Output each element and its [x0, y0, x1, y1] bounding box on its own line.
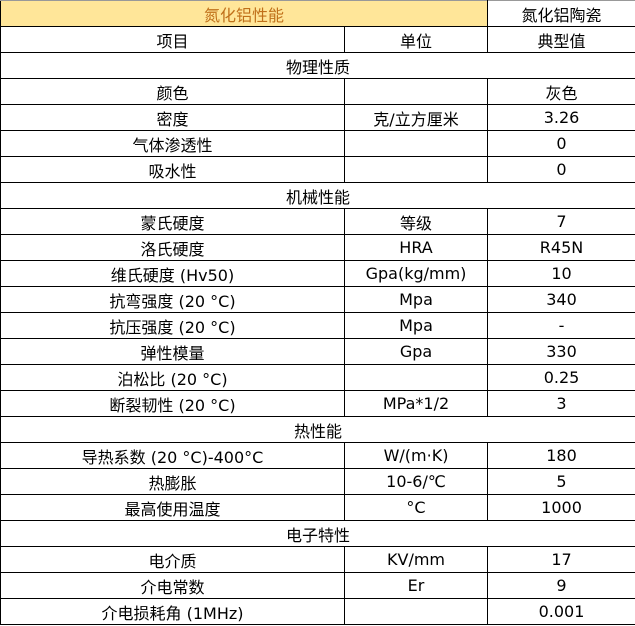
section-row: 机械性能 — [0, 182, 635, 209]
cell-value: 0 — [487, 130, 635, 157]
table-row: 蒙氏硬度 等级 7 — [0, 208, 635, 235]
table-row: 维氏硬度 (Hv50) Gpa(kg/mm) 10 — [0, 260, 635, 287]
cell-item: 弹性模量 — [0, 338, 345, 365]
cell-unit: Mpa — [343, 286, 489, 313]
table-row: 洛氏硬度 HRA R45N — [0, 234, 635, 261]
cell-item: 热膨胀 — [0, 468, 345, 495]
table-row: 泊松比 (20 °C) 0.25 — [0, 364, 635, 391]
table-row: 密度 克/立方厘米 3.26 — [0, 104, 635, 131]
cell-unit: 10-6/℃ — [343, 468, 489, 495]
section-row: 热性能 — [0, 416, 635, 443]
table-title: 氮化铝性能 — [0, 0, 489, 27]
cell-item: 导热系数 (20 °C)-400°C — [0, 442, 345, 469]
cell-unit: Mpa — [343, 312, 489, 339]
cell-value: 5 — [487, 468, 635, 495]
table-row: 热膨胀 10-6/℃ 5 — [0, 468, 635, 495]
section-title: 热性能 — [0, 416, 635, 443]
cell-value: 10 — [487, 260, 635, 287]
cell-value: 330 — [487, 338, 635, 365]
table-row: 抗压强度 (20 °C) Mpa - — [0, 312, 635, 339]
table-row: 电介质 KV/mm 17 — [0, 546, 635, 573]
cell-value: 7 — [487, 208, 635, 235]
cell-unit: HRA — [343, 234, 489, 261]
table-row: 抗弯强度 (20 °C) Mpa 340 — [0, 286, 635, 313]
table-row: 吸水性 0 — [0, 156, 635, 183]
table-row: 颜色 灰色 — [0, 78, 635, 105]
cell-unit: 克/立方厘米 — [343, 104, 489, 131]
cell-unit — [343, 156, 489, 183]
cell-value: 17 — [487, 546, 635, 573]
cell-item: 抗弯强度 (20 °C) — [0, 286, 345, 313]
cell-unit: MPa*1/2 — [343, 390, 489, 417]
cell-value: 340 — [487, 286, 635, 313]
table-row: 断裂韧性 (20 °C) MPa*1/2 3 — [0, 390, 635, 417]
cell-item: 气体渗透性 — [0, 130, 345, 157]
table-row: 弹性模量 Gpa 330 — [0, 338, 635, 365]
table-row: 气体渗透性 0 — [0, 130, 635, 157]
table-row: 介电常数 Er 9 — [0, 572, 635, 599]
table-row: 导热系数 (20 °C)-400°C W/(m·K) 180 — [0, 442, 635, 469]
cell-item: 密度 — [0, 104, 345, 131]
cell-unit — [343, 130, 489, 157]
cell-value: 180 — [487, 442, 635, 469]
column-header-unit: 单位 — [343, 26, 489, 53]
cell-value: 3.26 — [487, 104, 635, 131]
section-title: 物理性质 — [0, 52, 635, 79]
cell-unit: Gpa(kg/mm) — [343, 260, 489, 287]
section-title: 电子特性 — [0, 520, 635, 547]
cell-unit: W/(m·K) — [343, 442, 489, 469]
cell-item: 最高使用温度 — [0, 494, 345, 521]
material-name: 氮化铝陶瓷 — [487, 0, 635, 27]
section-row: 电子特性 — [0, 520, 635, 547]
cell-value: 0 — [487, 156, 635, 183]
cell-unit: °C — [343, 494, 489, 521]
cell-item: 颜色 — [0, 78, 345, 105]
table-row: 最高使用温度 °C 1000 — [0, 494, 635, 521]
cell-value: 9 — [487, 572, 635, 599]
cell-unit: Er — [343, 572, 489, 599]
cell-value: R45N — [487, 234, 635, 261]
cell-unit: Gpa — [343, 338, 489, 365]
cell-value: 3 — [487, 390, 635, 417]
cell-unit: 等级 — [343, 208, 489, 235]
cell-item: 抗压强度 (20 °C) — [0, 312, 345, 339]
cell-value: - — [487, 312, 635, 339]
cell-item: 泊松比 (20 °C) — [0, 364, 345, 391]
cell-item: 吸水性 — [0, 156, 345, 183]
cell-unit — [343, 78, 489, 105]
cell-item: 介电损耗角 (1MHz) — [0, 598, 345, 625]
cell-item: 介电常数 — [0, 572, 345, 599]
cell-unit — [343, 598, 489, 625]
section-title: 机械性能 — [0, 182, 635, 209]
section-row: 物理性质 — [0, 52, 635, 79]
cell-item: 洛氏硬度 — [0, 234, 345, 261]
cell-unit: KV/mm — [343, 546, 489, 573]
column-header-item: 项目 — [0, 26, 345, 53]
cell-value: 1000 — [487, 494, 635, 521]
table-row: 介电损耗角 (1MHz) 0.001 — [0, 598, 635, 625]
column-header-value: 典型值 — [487, 26, 635, 53]
cell-value: 0.25 — [487, 364, 635, 391]
cell-item: 维氏硬度 (Hv50) — [0, 260, 345, 287]
cell-unit — [343, 364, 489, 391]
cell-item: 断裂韧性 (20 °C) — [0, 390, 345, 417]
column-header-row: 项目 单位 典型值 — [0, 26, 635, 53]
title-row: 氮化铝性能 氮化铝陶瓷 — [0, 0, 635, 27]
cell-value: 灰色 — [487, 78, 635, 105]
cell-value: 0.001 — [487, 598, 635, 625]
cell-item: 电介质 — [0, 546, 345, 573]
cell-item: 蒙氏硬度 — [0, 208, 345, 235]
